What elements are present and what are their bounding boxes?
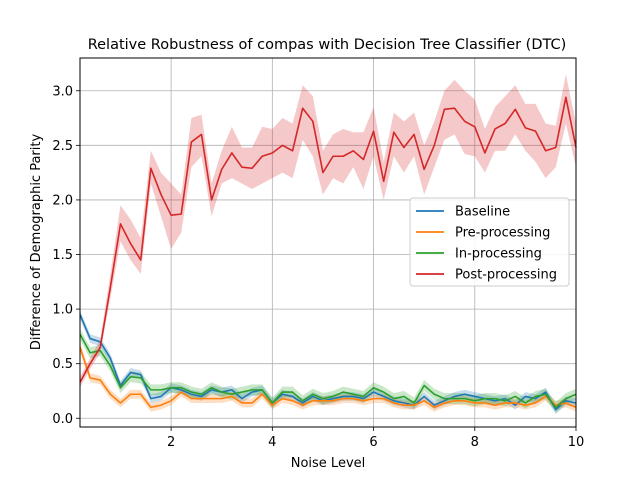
x-tick-label: 8: [471, 435, 479, 450]
y-tick-label: 0.0: [52, 412, 73, 427]
y-tick-label: 0.5: [52, 357, 73, 372]
plot-frame: [79, 57, 577, 428]
y-tick-label: 1.0: [52, 303, 73, 318]
y-tick-label: 1.5: [52, 248, 73, 263]
line-pre-processing: [79, 347, 577, 409]
x-tick-label: 6: [369, 435, 377, 450]
legend-label: Post-processing: [455, 268, 557, 283]
x-tick-label: 10: [568, 435, 585, 450]
line-in-processing: [79, 333, 577, 409]
y-axis-ticks: 0.0 0.5 1.0 1.5 2.0 2.5 3.0: [52, 84, 80, 427]
x-tick-label: 4: [268, 435, 276, 450]
series-lines: [79, 96, 577, 411]
legend-frame: [409, 197, 570, 287]
y-axis-label: Difference of Demographic Parity: [29, 134, 44, 351]
legend-label: Pre-processing: [455, 226, 550, 241]
x-axis-ticks: 2 4 6 8 10: [167, 427, 584, 450]
chart-title: Relative Robustness of compas with Decis…: [88, 37, 567, 53]
line-post-processing: [79, 96, 577, 383]
legend: Baseline Pre-processing In-processing Post-…: [409, 197, 570, 287]
y-tick-label: 2.5: [52, 139, 73, 154]
legend-label: In-processing: [455, 247, 542, 262]
line-baseline: [79, 314, 577, 411]
y-tick-label: 2.0: [52, 193, 73, 208]
x-axis-label: Noise Level: [291, 456, 366, 471]
x-tick-label: 2: [167, 435, 175, 450]
legend-label: Baseline: [455, 205, 510, 220]
y-tick-label: 3.0: [52, 84, 73, 99]
